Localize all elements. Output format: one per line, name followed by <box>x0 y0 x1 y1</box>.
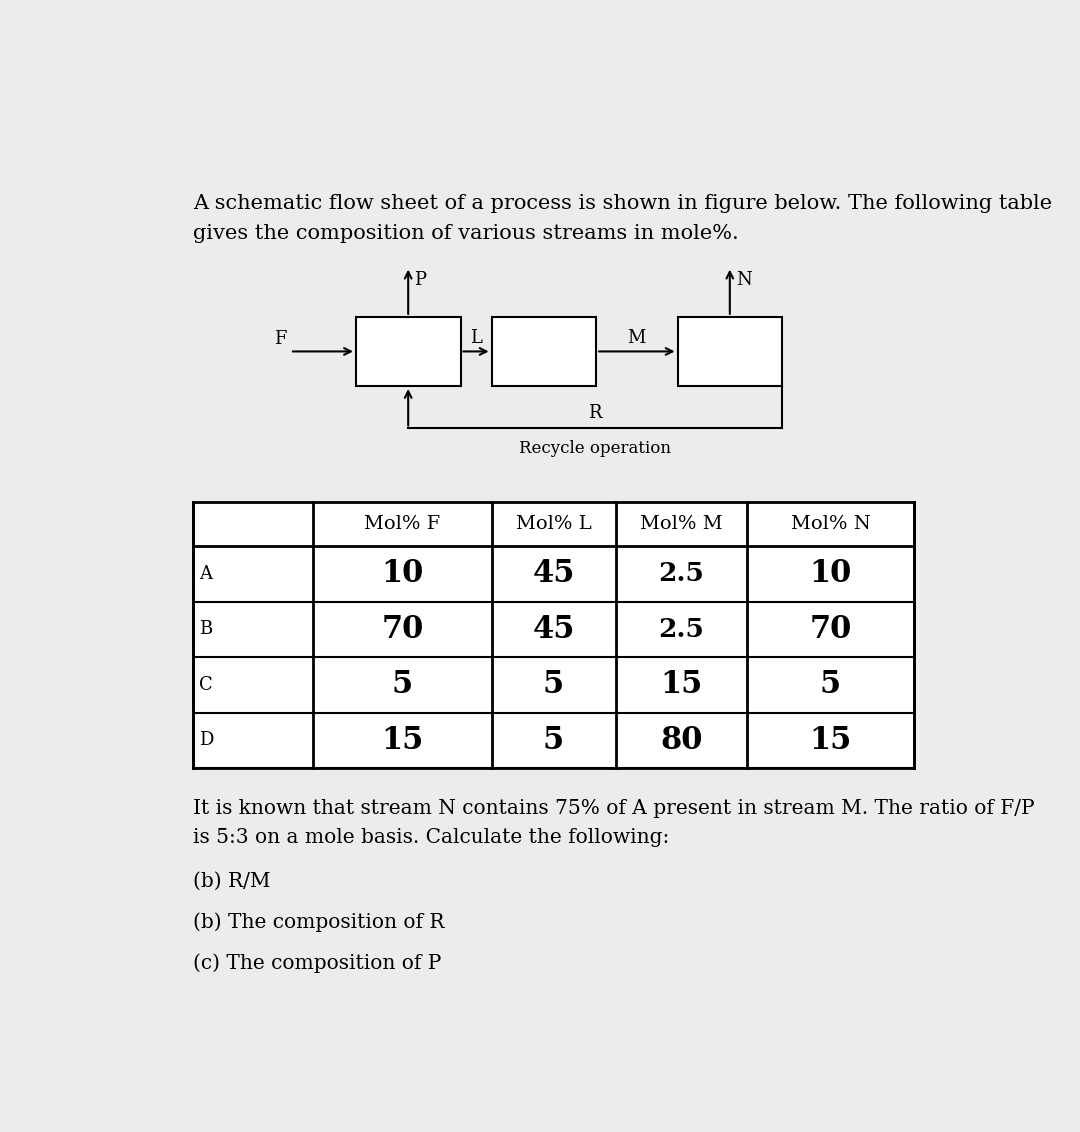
Text: is 5:3 on a mole basis. Calculate the following:: is 5:3 on a mole basis. Calculate the fo… <box>193 829 670 847</box>
Text: 45: 45 <box>532 614 575 645</box>
Text: 2.5: 2.5 <box>659 561 704 586</box>
Text: 15: 15 <box>660 669 702 701</box>
Bar <box>356 317 460 386</box>
Text: Mol% F: Mol% F <box>364 515 441 533</box>
Text: N: N <box>735 271 752 289</box>
Text: gives the composition of various streams in mole%.: gives the composition of various streams… <box>193 224 739 243</box>
Text: 45: 45 <box>532 558 575 590</box>
Text: C: C <box>200 676 213 694</box>
Text: (b) The composition of R: (b) The composition of R <box>193 912 445 933</box>
Text: F: F <box>273 329 286 348</box>
Text: 10: 10 <box>381 558 423 590</box>
Text: 15: 15 <box>381 724 423 756</box>
Text: 5: 5 <box>543 669 564 701</box>
Text: It is known that stream N contains 75% of A present in stream M. The ratio of F/: It is known that stream N contains 75% o… <box>193 799 1035 817</box>
Text: L: L <box>470 328 482 346</box>
Text: 80: 80 <box>660 724 703 756</box>
Text: A schematic flow sheet of a process is shown in figure below. The following tabl: A schematic flow sheet of a process is s… <box>193 194 1052 213</box>
Bar <box>491 317 596 386</box>
Text: 5: 5 <box>543 724 564 756</box>
Text: Mol% M: Mol% M <box>640 515 723 533</box>
Text: 15: 15 <box>809 724 852 756</box>
Text: P: P <box>415 271 427 289</box>
Text: 70: 70 <box>381 614 423 645</box>
Text: Mol% N: Mol% N <box>791 515 870 533</box>
Text: Recycle operation: Recycle operation <box>519 440 671 457</box>
Bar <box>193 501 914 767</box>
Text: 2.5: 2.5 <box>659 617 704 642</box>
Text: M: M <box>627 328 646 346</box>
Text: B: B <box>200 620 213 638</box>
Text: R: R <box>589 404 602 422</box>
Text: 5: 5 <box>392 669 413 701</box>
Text: Mol% L: Mol% L <box>515 515 592 533</box>
Bar <box>677 317 782 386</box>
Text: (c) The composition of P: (c) The composition of P <box>193 953 442 974</box>
Text: A: A <box>200 565 213 583</box>
Text: 70: 70 <box>809 614 852 645</box>
Text: D: D <box>200 731 214 749</box>
Text: 5: 5 <box>820 669 841 701</box>
Text: (b) R/M: (b) R/M <box>193 872 271 891</box>
Text: 10: 10 <box>809 558 852 590</box>
